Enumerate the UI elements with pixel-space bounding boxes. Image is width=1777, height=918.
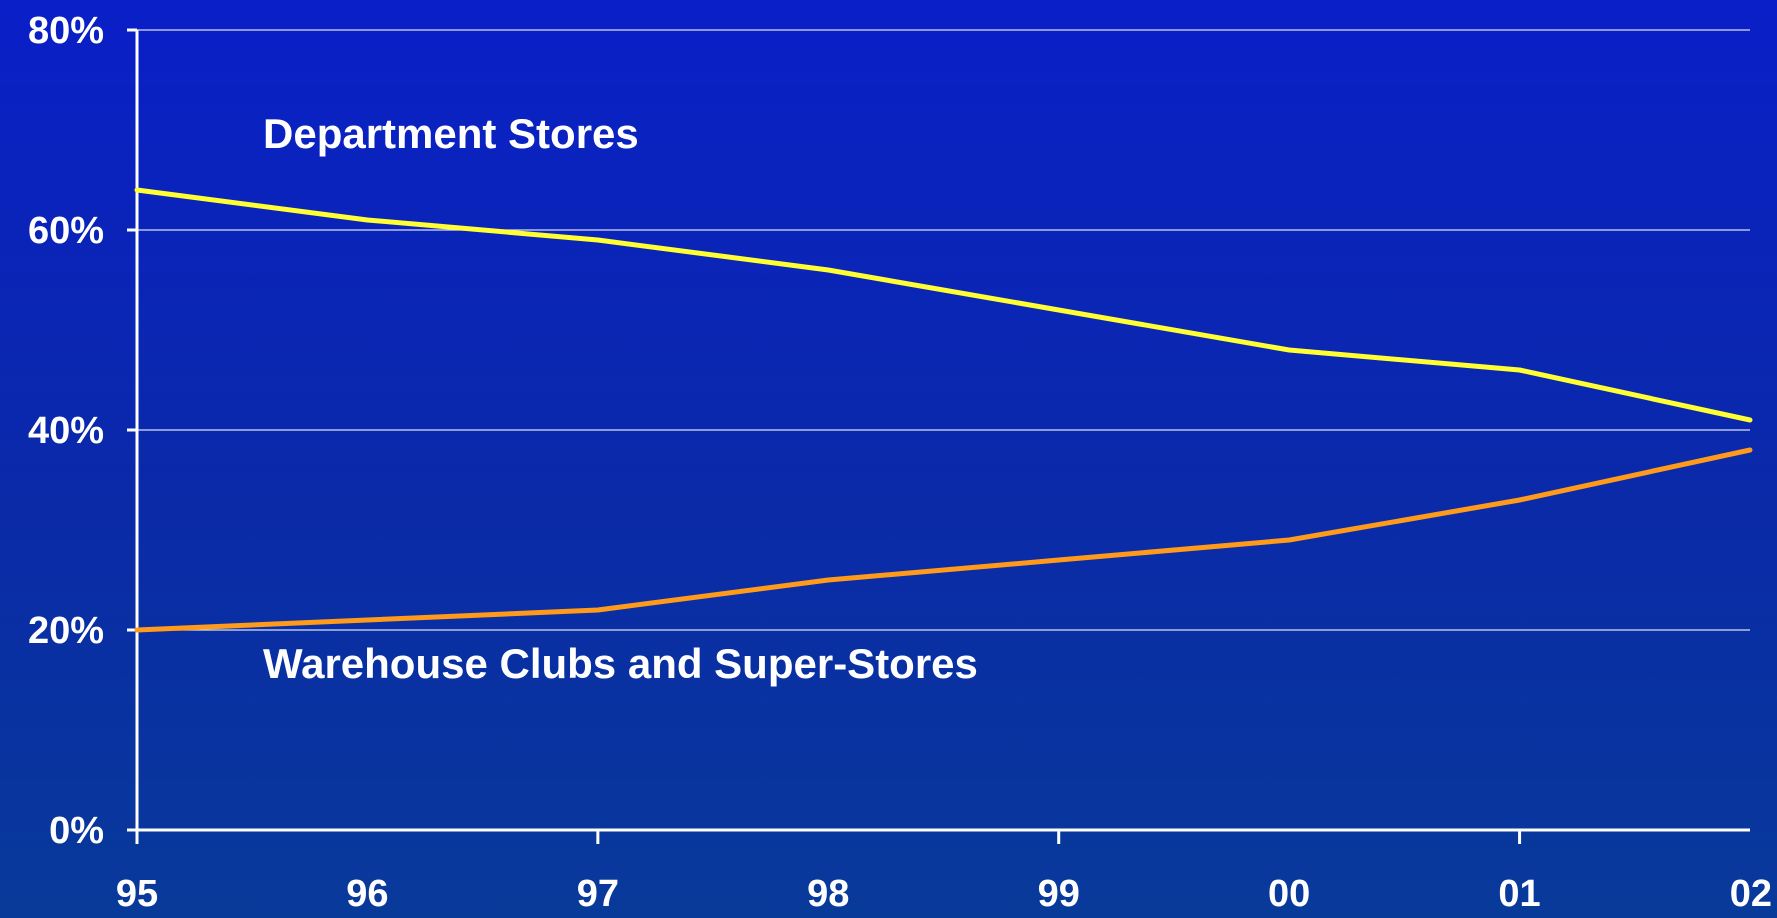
x-ticks: 95 96 97 98 99 00 01 02 [116,830,1772,915]
x-tick-label: 98 [807,873,849,915]
x-tick-label: 97 [577,873,619,915]
series-line-0 [134,187,1753,423]
series-label-warehouse-clubs: Warehouse Clubs and Super-Stores [263,640,978,687]
x-tick-label: 99 [1038,873,1080,915]
x-tick-label: 95 [116,873,158,915]
series-line-1 [134,447,1753,633]
y-tick-label: 40% [28,410,104,452]
y-tick-label: 0% [49,810,104,852]
y-ticks: 0% 20% 40% 60% 80% [28,10,137,852]
y-tick-label: 20% [28,610,104,652]
series-lines [134,187,1753,633]
y-tick-label: 80% [28,10,104,52]
x-tick-label: 02 [1730,873,1772,915]
x-tick-label: 00 [1268,873,1310,915]
x-tick-label: 96 [346,873,388,915]
x-tick-label: 01 [1498,873,1540,915]
y-tick-label: 60% [28,210,104,252]
gridlines [137,29,1750,631]
series-label-department-stores: Department Stores [263,110,639,157]
